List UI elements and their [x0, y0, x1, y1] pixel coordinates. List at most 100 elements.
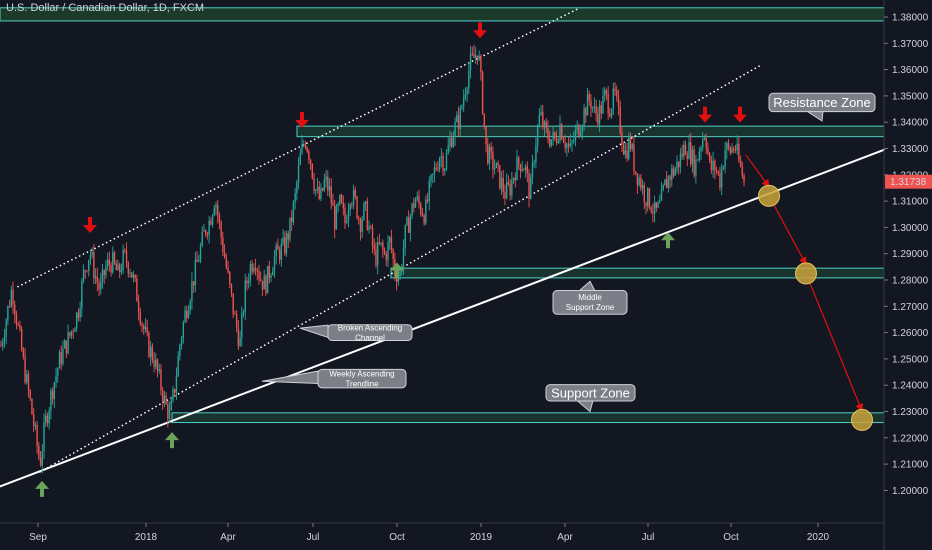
candle-body [20, 329, 23, 351]
candle-body [306, 147, 308, 152]
candle-body [101, 269, 104, 282]
candle-body [57, 368, 59, 376]
time-tick-label: Jul [307, 532, 320, 543]
time-tick-label: Oct [389, 532, 405, 543]
candle-body [247, 280, 250, 284]
callout-label-broken-ascending-channel: Broken Ascending [338, 323, 403, 332]
candle-body [428, 180, 430, 202]
candle-body [41, 451, 43, 466]
candle-body [483, 113, 486, 127]
candle-body [499, 165, 501, 189]
candle-body [335, 206, 338, 230]
chart-title: U.S. Dollar / Canadian Dollar, 1D, FXCM [6, 2, 205, 14]
candle-body [94, 276, 97, 278]
candle-body [289, 217, 291, 240]
candle-body [82, 270, 85, 281]
candle-body [456, 115, 458, 123]
candle-body [242, 312, 245, 314]
candle-body [595, 106, 597, 115]
candle-body [182, 322, 185, 339]
candle-body [492, 151, 494, 170]
candle-body [693, 149, 695, 176]
candle-body [139, 312, 142, 324]
candle-body [500, 178, 503, 189]
candle-body [488, 146, 491, 164]
candle-body [261, 280, 264, 290]
candle-body [330, 186, 332, 203]
price-tick-label: 1.35000 [892, 91, 929, 102]
candle-body [308, 151, 310, 160]
candle-body [645, 202, 647, 207]
candle-body [218, 215, 221, 223]
candle-body [27, 374, 30, 391]
candle-body [352, 189, 355, 205]
up-arrow-icon [165, 432, 179, 449]
candle-body [383, 250, 386, 254]
candle-body [58, 352, 61, 369]
candle-body [720, 168, 723, 188]
candle-body [358, 218, 360, 220]
candle-body [287, 233, 289, 240]
candle-body [263, 275, 265, 290]
callout-label-resistance-zone: Resistance Zone [773, 95, 871, 110]
candle-body [14, 304, 16, 315]
candle-body [356, 196, 358, 219]
candle-body [638, 177, 640, 185]
candle-body [299, 153, 301, 165]
candle-body [77, 312, 80, 318]
candle-body [72, 330, 74, 332]
candle-body [413, 203, 415, 208]
candle-body [380, 242, 382, 244]
candle-body [449, 138, 451, 146]
candle-body [48, 410, 50, 424]
candle-body [535, 145, 537, 162]
candle-body [103, 269, 105, 276]
candle-body [545, 121, 547, 129]
time-tick-label: 2019 [470, 532, 493, 543]
candle-body [536, 126, 539, 146]
candle-body [378, 242, 381, 244]
candle-body [31, 399, 33, 415]
candle-body [518, 157, 520, 165]
candle-body [215, 204, 217, 208]
candle-body [370, 226, 372, 228]
candle-body [332, 202, 334, 206]
target-circle-3 [851, 408, 873, 431]
candle-body [731, 148, 733, 153]
candle-body [626, 150, 628, 159]
candle-body [351, 204, 353, 206]
candle-body [407, 217, 410, 233]
candle-body [290, 217, 293, 222]
candle-body [597, 114, 599, 124]
candle-body [629, 137, 632, 149]
candle-body [452, 137, 455, 147]
candle-body [547, 128, 549, 139]
candle-body [321, 188, 324, 191]
candle-body [708, 153, 711, 160]
candle-body [743, 175, 745, 182]
candle-body [717, 171, 719, 173]
candle-body [450, 138, 453, 147]
candle-body [143, 325, 145, 330]
candle-body [464, 94, 467, 98]
candle-body [225, 257, 228, 268]
candle-body [79, 308, 81, 318]
candle-body [168, 409, 171, 420]
candle-body [421, 213, 424, 216]
candle-body [320, 188, 322, 199]
candle-body [148, 332, 150, 358]
candle-body [303, 144, 305, 145]
candle-body [63, 340, 66, 349]
candle-body [256, 269, 258, 272]
candle-body [561, 124, 563, 140]
candle-body [514, 177, 516, 181]
line-upper-channel [17, 6, 581, 288]
candle-body [292, 201, 295, 222]
candle-body [461, 106, 463, 109]
candle-body [36, 424, 38, 447]
candle-body [703, 137, 706, 140]
candle-body [273, 256, 276, 272]
candle-body [254, 267, 257, 270]
candle-body [528, 173, 530, 200]
